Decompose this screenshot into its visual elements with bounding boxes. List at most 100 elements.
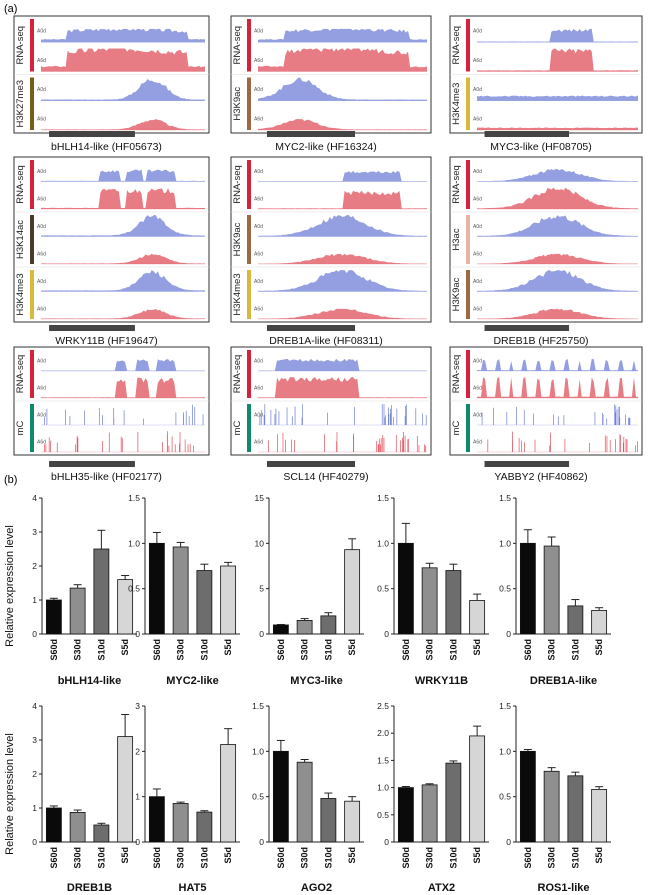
y-tick-label: 0 [506,837,511,847]
sample-label: A0d [473,29,482,35]
y-tick-label: 1.0 [377,783,389,793]
sample-label: A0d [473,224,482,230]
x-tick-label: S30d [547,847,557,869]
bar [69,587,86,635]
x-tick-label: S10d [448,847,458,869]
signal-profile [477,48,638,72]
sample-label: A0d [254,359,263,365]
x-tick-label: S10d [96,639,106,661]
panel-b-label: (b) [4,474,17,486]
bar [543,770,560,843]
sample-label: A6d [473,196,482,202]
gene-name-label: MYC2-like (HF16324) [275,141,377,153]
track-mark-label: RNA-seq [451,165,462,204]
track-color-bar [247,350,251,398]
bar [320,615,337,635]
gene-name-label: bHLH35-like (HF02177) [51,471,162,483]
track-mark-label: RNA-seq [451,26,462,65]
bar [591,789,608,843]
gene-model-exon [484,325,570,331]
y-tick-label: 0.5 [377,810,389,820]
sample-label: A6d [473,306,482,312]
bar [591,610,608,635]
gene-name-label: bHLH14-like (HF05673) [51,141,162,153]
sample-label: A0d [37,359,46,365]
bar [445,762,462,843]
gene-model-exon [49,325,135,331]
track-mark-label: RNA-seq [451,355,462,394]
gene-panel: RNA-seq A0d A6d mC A0d A6d SCL14 (HF40279) [230,346,432,483]
bar-chart: 0 0.5 1.0 1.5 S60d S30d S10d S5d ROS1-like [499,701,611,894]
bar [93,824,110,843]
sample-label: A6d [473,116,482,122]
y-axis-label: Relative expression level [4,525,16,647]
bar [421,567,438,635]
y-tick-label: 2.0 [377,728,389,738]
y-tick-label: 1.0 [499,538,511,548]
chart-title: bHLH14-like [58,675,122,687]
y-tick-label: 2 [32,561,37,571]
bar [172,546,189,635]
bar [519,542,536,635]
bar [45,599,62,635]
y-tick-label: 5 [259,584,264,594]
sample-label: A6d [473,251,482,257]
sample-label: A0d [473,169,482,175]
signal-profile [41,270,205,292]
bar [272,624,289,635]
track-mark-label: RNA-seq [15,26,26,65]
gene-name-label: DREB1A-like (HF08311) [269,335,383,347]
signal-profile [41,119,205,130]
bar [220,744,237,843]
signal-profile [477,95,638,101]
bar-chart: 0 0.5 1.0 1.5 2.0 2.5 S60d S30d S10d S5d ATX2 [377,701,489,894]
x-tick-label: S30d [300,639,310,661]
bar [45,807,62,843]
bar [421,784,438,843]
sample-label: A6d [473,58,482,64]
y-tick-label: 1.5 [128,493,140,503]
sample-label: A6d [37,116,46,122]
x-tick-label: S5d [120,639,130,656]
track-color-bar [247,77,251,130]
y-tick-label: 10 [255,538,265,548]
x-tick-label: S60d [49,639,59,661]
signal-profile [41,359,205,371]
chart-title: WRKY11B [415,675,468,687]
x-tick-label: S5d [347,847,357,864]
x-tick-label: S5d [594,847,604,864]
x-tick-label: S60d [276,847,286,869]
y-tick-label: 2 [32,769,37,779]
track-mark-label: mC [232,420,243,435]
signal-profile [258,215,427,237]
track-mark-label: H3K4me3 [15,273,26,315]
track-frame [449,156,643,323]
track-mark-label: H3K9ac [232,222,243,256]
track-color-bar [30,77,34,130]
signal-profile [258,308,427,319]
track-color-bar [247,270,251,319]
signal-profile [258,170,427,182]
sample-label: A6d [37,251,46,257]
y-tick-label: 1 [135,792,140,802]
bar-chart: 0 0.5 1.0 1.5 S60d S30d S10d S5d MYC2-like [128,493,240,687]
sample-label: A0d [254,169,263,175]
track-mark-label: H3ac [451,228,462,250]
signal-profile [258,119,427,130]
y-tick-label: 1 [32,595,37,605]
track-color-bar [466,215,470,264]
sample-label: A6d [254,251,263,257]
x-tick-label: S60d [523,847,533,869]
gene-panel: RNA-seq A0d A6d H3K9ac A0d A6d H3K4me3 A0d A6d DR… [230,156,432,347]
track-mark-label: H3K9ac [232,87,243,121]
track-mark-label: RNA-seq [232,355,243,394]
y-tick-label: 1.0 [128,538,140,548]
signal-profile [41,253,205,264]
track-mark-label: RNA-seq [232,165,243,204]
bar-chart: 0 1 2 3 4 S60d S30d S10d S5d bHLH14-like Relative … [4,493,137,687]
signal-profile [258,377,427,398]
y-tick-label: 0.5 [499,792,511,802]
signal-profile [477,270,638,292]
bar-chart: 0 0.5 1.0 1.5 S60d S30d S10d S5d DREB1A-like [499,493,611,687]
